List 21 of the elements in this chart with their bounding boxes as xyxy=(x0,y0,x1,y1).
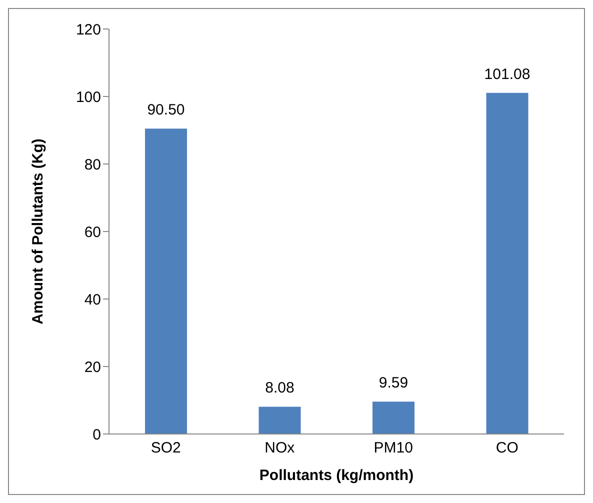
x-tick-label: NOx xyxy=(264,440,296,457)
data-label: 9.59 xyxy=(378,374,408,392)
y-tick-label: 80 xyxy=(84,156,101,174)
y-tick-label: 120 xyxy=(76,21,101,38)
y-tick-label: 100 xyxy=(76,88,101,106)
x-axis-title: Pollutants (kg/month) xyxy=(259,467,414,484)
y-tick-label: 40 xyxy=(84,291,101,308)
bar xyxy=(258,406,301,434)
x-tick-label: CO xyxy=(496,440,518,457)
y-tick-label: 20 xyxy=(84,358,101,376)
data-label: 90.50 xyxy=(147,102,185,119)
bar xyxy=(145,128,187,434)
bar xyxy=(372,402,414,434)
y-axis-title: Amount of Pollutants (Kg) xyxy=(29,138,46,324)
x-tick-label: SO2 xyxy=(150,440,181,457)
data-label: 101.08 xyxy=(484,66,530,83)
y-tick-label: 0 xyxy=(92,426,101,444)
bar xyxy=(486,92,528,434)
x-tick-label: PM10 xyxy=(374,440,413,457)
data-label: 8.08 xyxy=(265,380,294,397)
y-tick-label: 60 xyxy=(84,224,101,241)
